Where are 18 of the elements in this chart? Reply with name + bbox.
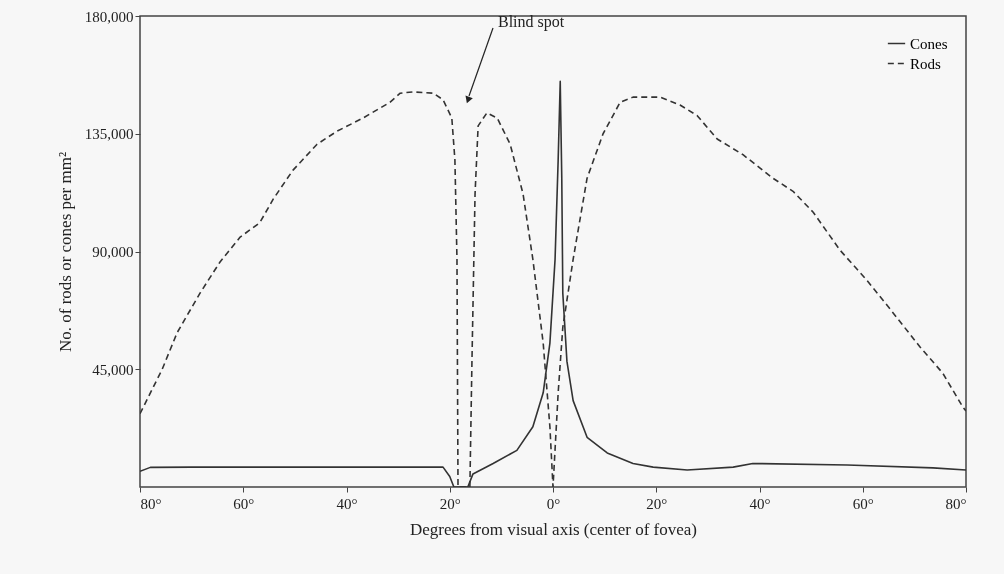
x-tick-label: 20° [439, 495, 461, 512]
x-tick-label: 0° [546, 495, 561, 512]
y-axis-title: No. of rods or cones per mm² [55, 151, 75, 353]
x-tick-label: 60° [852, 495, 874, 512]
annotation: Blind spot [498, 13, 565, 31]
x-axis-title: Degrees from visual axis (center of fovea) [410, 519, 697, 539]
x-tick-label: 80° [945, 495, 967, 512]
x-tick-label: 60° [233, 495, 255, 512]
y-tick-label: 135,000 [84, 126, 134, 143]
x-tick-label: 40° [749, 495, 771, 512]
legend-label: Cones [910, 35, 948, 52]
y-tick-label: 180,000 [84, 8, 134, 25]
y-tick-label: 45,000 [92, 361, 134, 378]
legend-label: Rods [910, 55, 941, 72]
y-tick-label: 90,000 [92, 244, 134, 260]
x-tick-label: 80° [140, 495, 162, 512]
x-tick-label: 40° [336, 495, 358, 512]
x-tick-label: 20° [646, 495, 668, 512]
